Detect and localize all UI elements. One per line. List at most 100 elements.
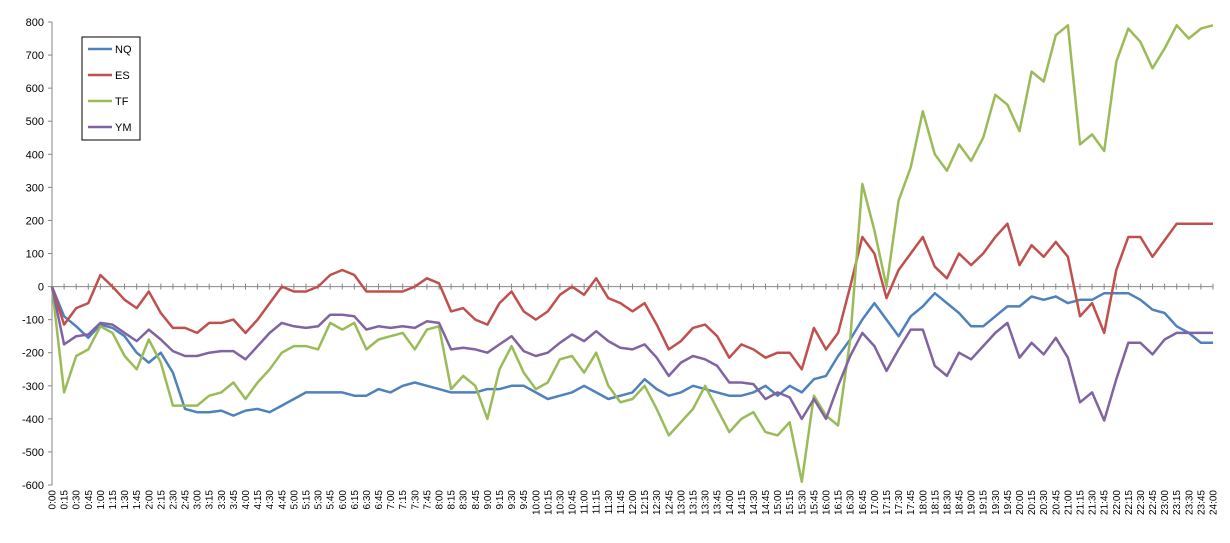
x-tick-label: 20:45 <box>1051 490 1062 515</box>
x-tick-label: 19:45 <box>1003 490 1014 515</box>
x-tick-label: 5:00 <box>289 490 300 510</box>
x-tick-label: 17:45 <box>906 490 917 515</box>
series-line-tf <box>50 24 1214 483</box>
y-tick-label: -100 <box>22 315 44 327</box>
x-tick-label: 23:30 <box>1184 490 1195 515</box>
x-tick-label: 4:00 <box>241 490 252 510</box>
x-tick-label: 0:15 <box>60 490 71 510</box>
x-tick-label: 20:30 <box>1039 490 1050 515</box>
x-tick-label: 13:00 <box>676 490 687 515</box>
x-tick-label: 16:45 <box>858 490 869 515</box>
x-tick-label: 18:15 <box>930 490 941 515</box>
x-tick-label: 6:30 <box>362 490 373 510</box>
x-tick-label: 10:15 <box>543 490 554 515</box>
x-tick-label: 2:30 <box>168 490 179 510</box>
x-tick-label: 5:45 <box>326 490 337 510</box>
x-tick-label: 16:15 <box>834 490 845 515</box>
x-tick-label: 10:45 <box>568 490 579 515</box>
x-tick-label: 13:15 <box>688 490 699 515</box>
x-tick-label: 14:15 <box>737 490 748 515</box>
x-tick-label: 2:45 <box>181 490 192 510</box>
x-tick-label: 8:30 <box>459 490 470 510</box>
x-tick-label: 0:45 <box>84 490 95 510</box>
x-tick-label: 0:30 <box>72 490 83 510</box>
y-tick-label: 500 <box>26 116 44 128</box>
x-tick-label: 11:45 <box>616 490 627 515</box>
x-tick-label: 7:00 <box>386 490 397 510</box>
x-tick-label: 22:00 <box>1112 490 1123 515</box>
x-tick-label: 14:30 <box>749 490 760 515</box>
y-tick-label: -300 <box>22 381 44 393</box>
x-tick-label: 23:00 <box>1160 490 1171 515</box>
x-tick-label: 5:15 <box>301 490 312 510</box>
x-tick-label: 1:15 <box>108 490 119 510</box>
x-tick-label: 17:30 <box>894 490 905 515</box>
x-tick-label: 22:30 <box>1136 490 1147 515</box>
legend-label-tf: TF <box>115 96 129 108</box>
x-tick-label: 15:30 <box>797 490 808 515</box>
series-line-nq <box>50 286 1213 417</box>
x-tick-label: 10:00 <box>531 490 542 515</box>
x-tick-label: 8:00 <box>435 490 446 510</box>
x-tick-label: 18:45 <box>955 490 966 515</box>
x-tick-label: 1:45 <box>132 490 143 510</box>
series-line-es <box>50 222 1213 371</box>
legend-label-ym: YM <box>115 122 132 134</box>
y-tick-label: 100 <box>26 249 44 261</box>
series-line-ym <box>50 286 1213 422</box>
x-tick-label: 1:00 <box>96 490 107 510</box>
x-tick-label: 8:15 <box>447 490 458 510</box>
x-tick-label: 19:00 <box>967 490 978 515</box>
y-tick-label: 0 <box>38 282 44 294</box>
x-tick-label: 12:45 <box>664 490 675 515</box>
x-tick-label: 8:45 <box>471 490 482 510</box>
x-tick-label: 20:00 <box>1015 490 1026 515</box>
x-tick-label: 7:15 <box>398 490 409 510</box>
x-tick-label: 13:45 <box>713 490 724 515</box>
x-tick-label: 15:15 <box>785 490 796 515</box>
legend-box <box>81 36 141 141</box>
x-tick-label: 14:45 <box>761 490 772 515</box>
x-tick-label: 21:30 <box>1088 490 1099 515</box>
x-tick-label: 6:00 <box>338 490 349 510</box>
x-tick-label: 18:30 <box>942 490 953 515</box>
x-tick-label: 4:30 <box>265 490 276 510</box>
x-tick-label: 12:30 <box>652 490 663 515</box>
x-tick-label: 9:30 <box>507 490 518 510</box>
x-tick-label: 4:45 <box>277 490 288 510</box>
x-tick-label: 10:30 <box>555 490 566 515</box>
x-tick-label: 3:00 <box>193 490 204 510</box>
x-tick-label: 20:15 <box>1027 490 1038 515</box>
x-tick-label: 18:00 <box>918 490 929 515</box>
x-tick-label: 12:00 <box>628 490 639 515</box>
x-tick-label: 22:45 <box>1148 490 1159 515</box>
x-tick-label: 19:15 <box>979 490 990 515</box>
x-tick-label: 9:15 <box>495 490 506 510</box>
x-tick-label: 22:15 <box>1124 490 1135 515</box>
x-tick-label: 7:30 <box>410 490 421 510</box>
y-tick-label: -600 <box>22 480 44 492</box>
y-tick-label: 600 <box>26 83 44 95</box>
x-tick-label: 9:45 <box>519 490 530 510</box>
x-tick-label: 16:00 <box>822 490 833 515</box>
y-tick-label: 400 <box>26 149 44 161</box>
y-tick-label: -500 <box>22 447 44 459</box>
x-tick-label: 11:00 <box>580 490 591 515</box>
x-tick-label: 1:30 <box>120 490 131 510</box>
x-tick-label: 13:30 <box>701 490 712 515</box>
x-tick-label: 0:00 <box>48 490 59 510</box>
x-tick-label: 16:30 <box>846 490 857 515</box>
x-tick-label: 23:45 <box>1196 490 1207 515</box>
x-tick-label: 3:45 <box>229 490 240 510</box>
x-tick-label: 3:15 <box>205 490 216 510</box>
x-tick-label: 2:00 <box>144 490 155 510</box>
x-tick-label: 21:00 <box>1063 490 1074 515</box>
y-tick-label: -400 <box>22 414 44 426</box>
x-tick-label: 12:15 <box>640 490 651 515</box>
x-tick-label: 11:30 <box>604 490 615 515</box>
legend-label-nq: NQ <box>115 44 132 56</box>
x-tick-label: 21:15 <box>1075 490 1086 515</box>
x-tick-label: 11:15 <box>592 490 603 515</box>
